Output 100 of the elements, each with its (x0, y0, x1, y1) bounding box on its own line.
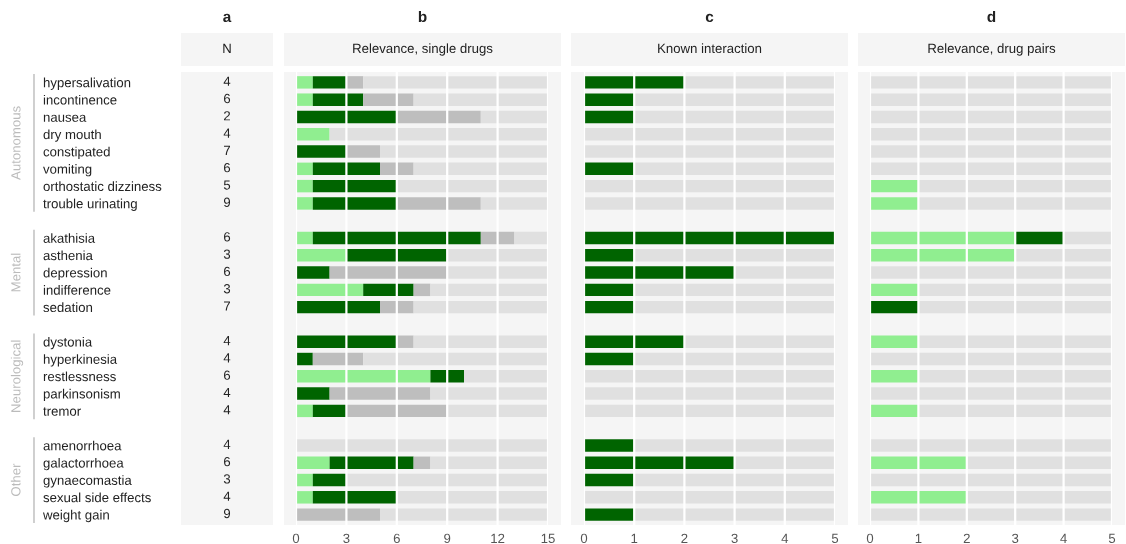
bar (430, 387, 548, 400)
data-label: 5 (223, 180, 231, 190)
text: Mental (10, 253, 21, 292)
bar (584, 76, 685, 89)
bar (296, 300, 380, 314)
bar (584, 249, 635, 262)
bar (634, 439, 835, 452)
data-label: 6 (224, 93, 231, 104)
bar (584, 352, 635, 366)
x-tick-label: 15 (541, 533, 555, 544)
bar (329, 387, 431, 400)
category-label: hypersalivation (43, 77, 131, 90)
x-tick-label: 4 (1060, 533, 1067, 543)
data-label: 6 (224, 370, 231, 380)
bar (966, 456, 1112, 469)
bar (380, 508, 548, 521)
bar (584, 197, 835, 210)
bar (296, 335, 397, 348)
category-label: indifference (43, 285, 111, 295)
bar (296, 231, 313, 245)
bar (584, 404, 835, 418)
bar (514, 231, 548, 245)
bar (584, 145, 835, 158)
bar (296, 128, 330, 141)
x-tick-label: 5 (831, 533, 839, 544)
data-label: 6 (224, 456, 231, 467)
bar (480, 197, 548, 210)
category-label: amenorrhoea (43, 440, 122, 451)
bar (634, 162, 835, 176)
bar (312, 93, 364, 106)
data-label: 4 (223, 353, 231, 363)
category-label: sexual side effects (43, 492, 151, 503)
bar (634, 110, 835, 124)
bar (430, 456, 548, 469)
bar (363, 283, 414, 297)
bar (1063, 231, 1112, 245)
bar (634, 249, 835, 262)
x-tick-label: 3 (731, 533, 738, 544)
bar (329, 456, 414, 469)
bar (870, 335, 919, 348)
category-label: hyperkinesia (43, 354, 118, 367)
bar (396, 491, 548, 504)
x-tick-label: 1 (915, 533, 922, 543)
bar (413, 162, 548, 176)
bar (296, 439, 548, 452)
category-label: asthenia (43, 250, 93, 261)
data-label: 4 (223, 128, 231, 138)
category-label: orthostatic dizziness (43, 181, 162, 192)
bar (296, 473, 313, 487)
bar (584, 128, 835, 141)
bar (584, 473, 635, 487)
bar (966, 491, 1112, 504)
bar (296, 266, 330, 279)
bar (870, 249, 1016, 262)
x-tick-label: 0 (292, 533, 300, 544)
bar (634, 352, 835, 366)
bar (363, 76, 548, 89)
bar (870, 179, 919, 193)
x-tick-label: 0 (580, 533, 588, 544)
bar (870, 93, 1112, 106)
x-tick-label: 2 (681, 533, 688, 543)
bar (870, 76, 1112, 89)
bar (413, 456, 431, 469)
bar (584, 93, 635, 106)
bar (296, 110, 397, 124)
bar (870, 266, 1112, 279)
data-label: 7 (224, 145, 231, 155)
bar (870, 508, 1112, 521)
bar (296, 370, 431, 383)
data-label: 2 (224, 111, 231, 121)
data-label: 3 (223, 249, 231, 259)
bar (870, 231, 1016, 245)
data-label: 3 (223, 284, 231, 294)
bar (734, 266, 835, 279)
bar (870, 128, 1112, 141)
bar (312, 404, 347, 418)
x-tick-label: 3 (1012, 533, 1019, 544)
bar (584, 335, 685, 348)
data-label: 4 (223, 491, 231, 501)
bar (584, 283, 635, 297)
data-label: 4 (223, 387, 231, 398)
bar (346, 76, 364, 89)
category-label: akathisia (43, 233, 96, 243)
bar (312, 76, 347, 89)
bar (413, 335, 548, 348)
text: a (223, 13, 232, 23)
bar (346, 404, 448, 418)
bar (870, 110, 1112, 124)
bar (870, 162, 1112, 176)
data-label: 4 (223, 76, 231, 86)
category-label: dystonia (43, 336, 93, 350)
bar (296, 491, 313, 504)
bar (918, 197, 1112, 210)
bar (584, 110, 635, 124)
bar (296, 162, 313, 176)
chart-subtitle: Relevance, drug pairs (928, 43, 1056, 56)
data-label: 7 (224, 301, 231, 311)
bar (296, 508, 380, 521)
data-label: 9 (223, 197, 231, 207)
bar (480, 110, 548, 124)
